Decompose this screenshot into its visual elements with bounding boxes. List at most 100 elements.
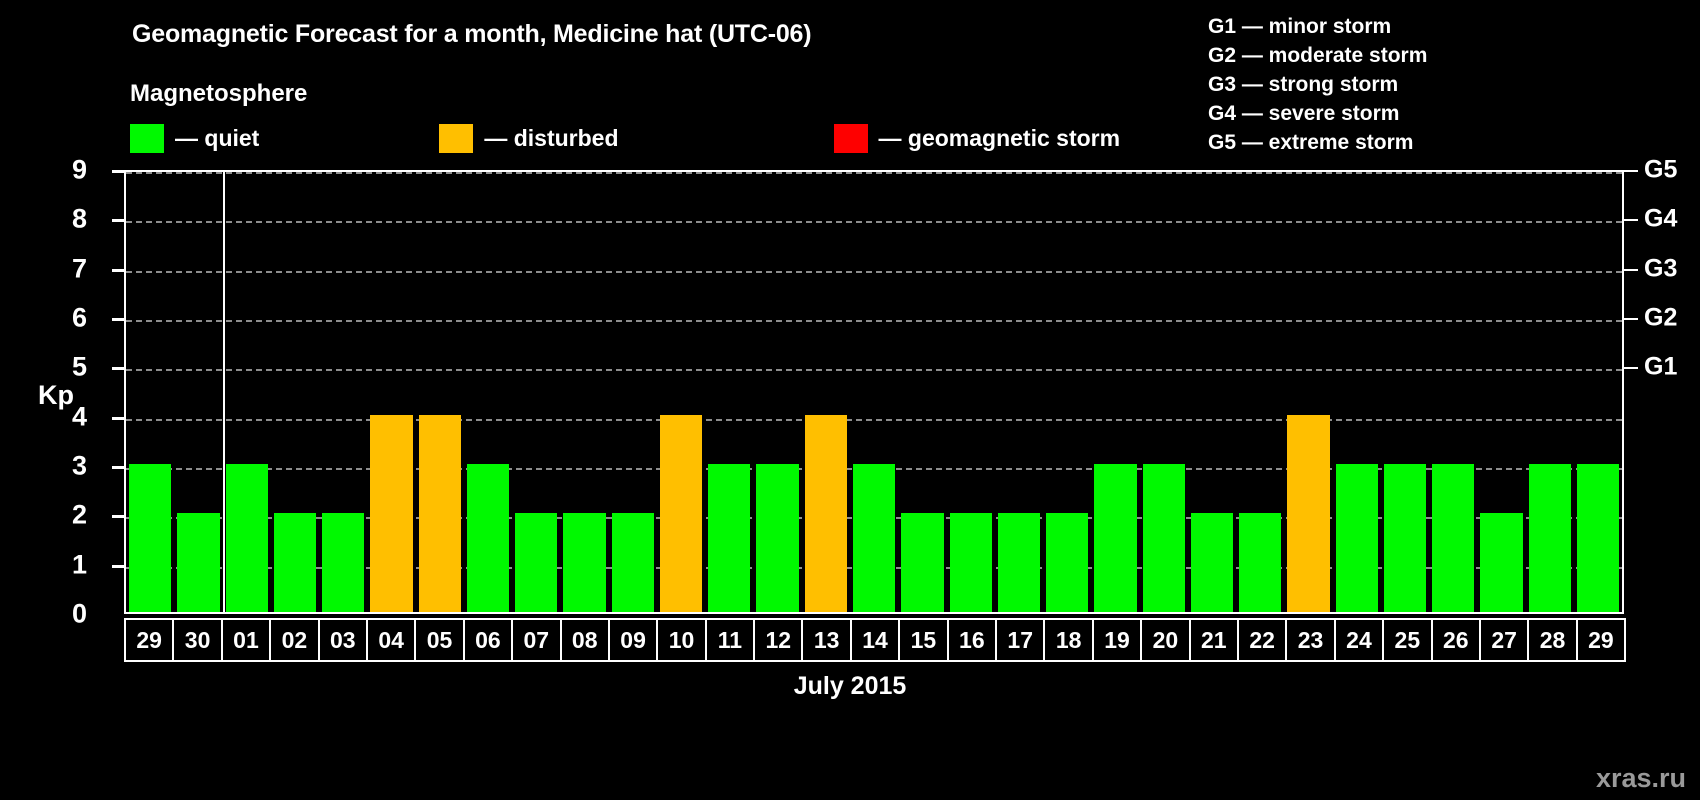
gridline: [126, 320, 1622, 322]
day-label: 16: [946, 618, 998, 662]
bar-slot: [705, 172, 753, 612]
bar: [659, 414, 703, 612]
bar: [1528, 464, 1571, 612]
day-label: 07: [511, 618, 562, 662]
watermark: xras.ru: [1595, 763, 1686, 793]
g-axis-tick: [1624, 318, 1638, 320]
bar-slot: [1236, 172, 1284, 612]
bar: [1432, 464, 1475, 612]
bar: [1190, 513, 1234, 612]
g-axis-tick: [1624, 219, 1638, 222]
color-legend: — quiet — disturbed — geomagnetic storm: [130, 124, 1120, 153]
y-axis-tick: [112, 515, 124, 519]
bar-slot: [850, 172, 898, 612]
bar: [1239, 513, 1282, 612]
bar: [804, 414, 847, 612]
bar-slot: [1381, 172, 1429, 612]
day-label: 05: [414, 618, 465, 662]
bar: [418, 414, 461, 612]
gridline: [126, 221, 1622, 224]
y-axis-tick: [112, 564, 124, 568]
day-label: 13: [801, 618, 852, 662]
bar: [177, 513, 220, 612]
day-label: 14: [849, 618, 901, 662]
y-axis-tick-label: 3: [71, 450, 87, 481]
y-axis-tick: [112, 170, 124, 173]
day-label: 20: [1140, 618, 1191, 662]
y-axis-tick: [112, 466, 124, 469]
day-label: 03: [317, 618, 368, 662]
g-scale-row: G2 — moderate storm: [1208, 44, 1428, 67]
bar-slot: [1140, 172, 1188, 612]
day-label: 01: [220, 618, 272, 662]
g-axis-tick-label: G3: [1644, 254, 1678, 283]
x-axis-day-labels: 29 30 01 02 03 04 05 06 07 08 09 10 11 12 13 14 15 16 17 18…: [124, 618, 1627, 662]
day-label: 12: [753, 618, 804, 662]
bar: [1046, 513, 1089, 612]
day-label: 25: [1382, 618, 1433, 662]
day-label: 26: [1430, 618, 1481, 662]
bar-slot: [126, 172, 174, 612]
legend-item: — geomagnetic storm: [833, 124, 1121, 153]
plot-area: [124, 170, 1624, 614]
bar: [1480, 513, 1523, 612]
bar: [852, 464, 896, 612]
bar-slot: [753, 172, 801, 612]
bar-slot: [416, 172, 464, 612]
bar: [949, 513, 992, 612]
y-axis-tick-label: 2: [71, 499, 87, 530]
g-scale-row: G4 — severe storm: [1208, 102, 1400, 125]
g-axis-tick-label: G5: [1644, 155, 1678, 184]
day-label: 22: [1236, 618, 1288, 662]
bar-slot: [367, 172, 415, 612]
forecast-boundary-line: [222, 172, 225, 612]
legend-swatch-icon: [130, 124, 164, 153]
y-axis-tick-label: 5: [71, 351, 87, 382]
bar-slot: [1477, 172, 1525, 612]
y-axis-tick: [112, 268, 124, 272]
chart-subtitle: Magnetosphere: [130, 80, 308, 107]
bar: [466, 464, 510, 612]
day-label: 04: [365, 618, 417, 662]
day-label: 23: [1285, 618, 1336, 662]
gridline: [126, 369, 1622, 372]
bar-slot: [1043, 172, 1091, 612]
day-label: 06: [462, 618, 514, 662]
day-label: 17: [995, 618, 1046, 662]
y-axis-tick: [112, 219, 124, 223]
day-label: 11: [704, 618, 756, 662]
g-axis-tick: [1624, 268, 1638, 271]
legend-label: — geomagnetic storm: [878, 125, 1121, 151]
bar: [901, 513, 944, 612]
bar-slot: [657, 172, 705, 612]
bar-slot: [995, 172, 1043, 612]
legend-swatch-icon: [833, 124, 868, 153]
bar: [708, 464, 751, 612]
gridline: [126, 270, 1622, 273]
g-scale-row: G1 — minor storm: [1208, 15, 1392, 38]
bar-slot: [1188, 172, 1236, 612]
bar: [563, 513, 606, 612]
day-label: 21: [1188, 618, 1239, 662]
day-label: 19: [1091, 618, 1143, 662]
bar-slot: [1429, 172, 1477, 612]
legend-item: — disturbed: [439, 124, 619, 153]
bar: [129, 464, 172, 612]
bar-slot: [1526, 172, 1574, 612]
g-scale-legend: G1 — minor storm G2 — moderate storm G3 — …: [1208, 12, 1427, 157]
legend-label: — quiet: [175, 125, 260, 151]
bar-slot: [271, 172, 319, 612]
day-label: 10: [656, 618, 707, 662]
bar: [1142, 464, 1185, 612]
day-label: 15: [898, 618, 949, 662]
bar: [1576, 464, 1620, 612]
day-label: 09: [607, 618, 659, 662]
bar: [1287, 414, 1330, 612]
day-label: 28: [1527, 618, 1578, 662]
bar-slot: [512, 172, 560, 612]
bar-slot: [1333, 172, 1381, 612]
bar-slot: [223, 172, 271, 612]
bar-series: [126, 172, 1622, 612]
day-label: 30: [172, 618, 223, 662]
bar: [273, 513, 317, 612]
